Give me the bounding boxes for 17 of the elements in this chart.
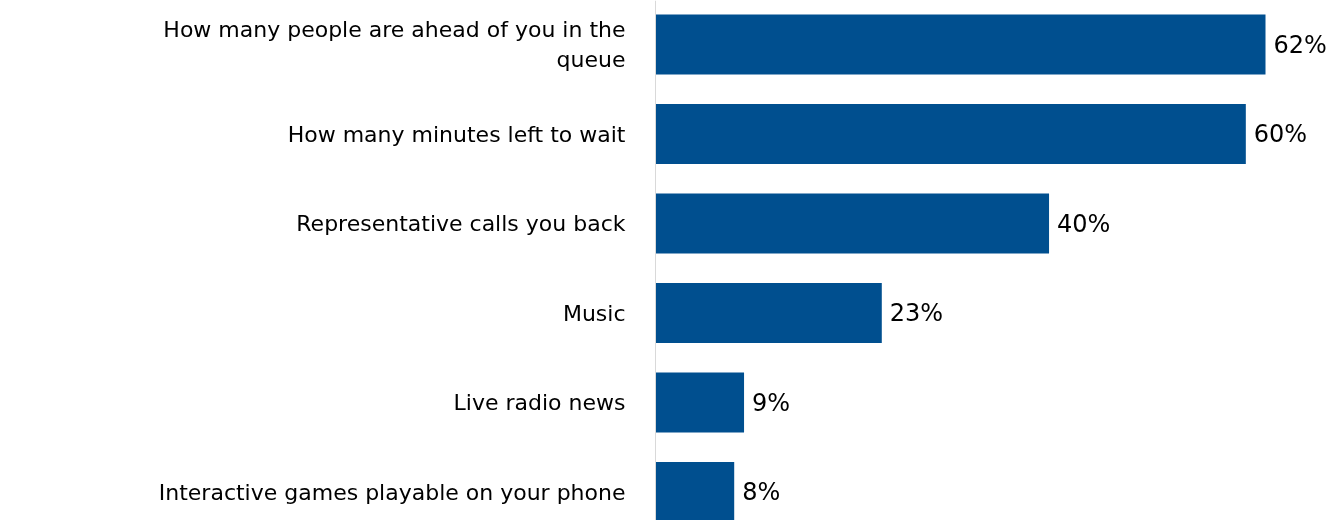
y-tick-label: Representative calls you back — [296, 211, 626, 236]
bar — [655, 104, 1246, 164]
y-tick-label: How many minutes left to wait — [287, 121, 626, 147]
bar — [655, 14, 1266, 75]
bar — [655, 193, 1050, 254]
y-tick-label: Interactive games playable on your phone — [158, 479, 626, 505]
data-label: 9% — [752, 388, 791, 417]
data-label: 60% — [1253, 120, 1308, 148]
bar — [655, 283, 882, 343]
bar — [655, 372, 745, 433]
data-label: 40% — [1057, 209, 1111, 238]
y-tick-label: Music — [562, 300, 626, 326]
data-label: 8% — [742, 478, 781, 506]
y-tick-label: How many people are ahead of you in the queue — [163, 17, 626, 72]
y-tick-label: Live radio news — [453, 390, 626, 415]
data-label: 23% — [889, 299, 944, 327]
data-label: 62% — [1273, 30, 1327, 59]
